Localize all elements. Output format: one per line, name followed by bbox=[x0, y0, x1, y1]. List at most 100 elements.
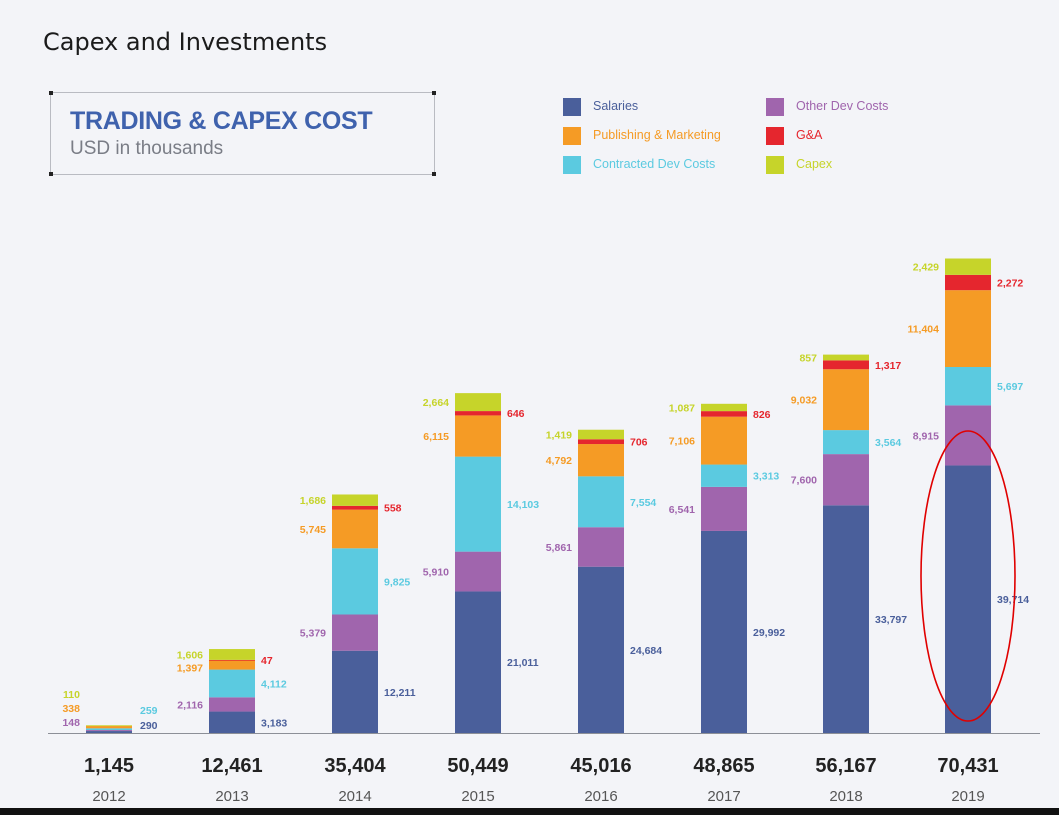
bar-segment-salaries-2014 bbox=[332, 650, 378, 733]
bar-segment-other-dev-costs-2018 bbox=[823, 454, 869, 506]
bar-label-publishing-marketing-2014: 5,745 bbox=[300, 524, 326, 536]
bar-segment-salaries-2012 bbox=[86, 731, 132, 733]
year-label-2014: 2014 bbox=[338, 788, 371, 805]
bar-segment-other-dev-costs-2013 bbox=[209, 697, 255, 712]
total-label-2015: 50,449 bbox=[447, 755, 508, 777]
bar-label-publishing-marketing-2012: 338 bbox=[62, 703, 80, 715]
bar-segment-salaries-2019 bbox=[945, 465, 991, 733]
bar-segment-contracted-dev-costs-2018 bbox=[823, 430, 869, 455]
bar-segment-other-dev-costs-2014 bbox=[332, 614, 378, 651]
bar-segment-publishing-marketing-2016 bbox=[578, 444, 624, 477]
legend-swatch-ga bbox=[766, 127, 784, 145]
total-label-2017: 48,865 bbox=[693, 755, 754, 777]
bar-label-salaries-2015: 21,011 bbox=[507, 657, 539, 669]
legend-label-other-dev-costs: Other Dev Costs bbox=[796, 99, 889, 113]
bar-label-other-dev-costs-2014: 5,379 bbox=[300, 628, 326, 640]
bar-label-ga-2015: 646 bbox=[507, 408, 525, 420]
bar-segment-publishing-marketing-2015 bbox=[455, 415, 501, 457]
bar-label-salaries-2013: 3,183 bbox=[261, 717, 287, 729]
legend-swatch-salaries bbox=[563, 98, 581, 116]
bar-label-publishing-marketing-2017: 7,106 bbox=[669, 436, 695, 448]
bar-label-capex-2019: 2,429 bbox=[913, 262, 939, 274]
total-label-2016: 45,016 bbox=[570, 755, 631, 777]
bar-segment-contracted-dev-costs-2012 bbox=[86, 728, 132, 731]
bar-segment-salaries-2015 bbox=[455, 591, 501, 733]
bar-label-capex-2014: 1,686 bbox=[300, 495, 326, 507]
legend-label-contracted-dev-costs: Contracted Dev Costs bbox=[593, 157, 716, 171]
bar-segment-salaries-2017 bbox=[701, 530, 747, 733]
bar-label-capex-2013: 1,606 bbox=[177, 649, 203, 661]
bar-segment-other-dev-costs-2017 bbox=[701, 486, 747, 531]
bar-segment-capex-2016 bbox=[578, 429, 624, 440]
bar-label-contracted-dev-costs-2017: 3,313 bbox=[753, 471, 779, 483]
bar-label-contracted-dev-costs-2016: 7,554 bbox=[630, 497, 656, 509]
year-label-2018: 2018 bbox=[829, 788, 862, 805]
page-heading: Capex and Investments bbox=[43, 28, 328, 56]
bar-label-capex-2018: 857 bbox=[799, 352, 817, 364]
year-label-2015: 2015 bbox=[461, 788, 494, 805]
bar-segment-ga-2015 bbox=[455, 411, 501, 416]
bar-label-contracted-dev-costs-2012: 259 bbox=[140, 705, 158, 717]
bar-label-ga-2018: 1,317 bbox=[875, 360, 901, 372]
bar-segment-other-dev-costs-2015 bbox=[455, 551, 501, 592]
legend-label-publishing-marketing: Publishing & Marketing bbox=[593, 128, 721, 142]
bar-label-salaries-2016: 24,684 bbox=[630, 645, 662, 657]
bar-label-salaries-2014: 12,211 bbox=[384, 687, 416, 699]
bar-segment-ga-2018 bbox=[823, 360, 869, 370]
corner-marker bbox=[49, 172, 53, 176]
legend-swatch-capex bbox=[766, 156, 784, 174]
bar-label-contracted-dev-costs-2018: 3,564 bbox=[875, 437, 901, 449]
bar-label-salaries-2019: 39,714 bbox=[997, 594, 1029, 606]
legend-label-salaries: Salaries bbox=[593, 99, 639, 113]
bar-label-publishing-marketing-2015: 6,115 bbox=[423, 431, 449, 443]
bar-label-salaries-2012: 290 bbox=[140, 720, 158, 732]
bar-segment-ga-2019 bbox=[945, 274, 991, 291]
bar-segment-publishing-marketing-2013 bbox=[209, 660, 255, 670]
corner-marker bbox=[432, 91, 436, 95]
legend-swatch-contracted-dev-costs bbox=[563, 156, 581, 174]
bar-label-other-dev-costs-2018: 7,600 bbox=[791, 475, 817, 487]
bar-segment-ga-2016 bbox=[578, 439, 624, 445]
bar-segment-ga-2014 bbox=[332, 505, 378, 510]
year-label-2017: 2017 bbox=[707, 788, 740, 805]
bar-label-other-dev-costs-2015: 5,910 bbox=[423, 567, 449, 579]
bar-segment-contracted-dev-costs-2016 bbox=[578, 476, 624, 528]
bar-label-capex-2015: 2,664 bbox=[423, 397, 449, 409]
bar-segment-ga-2013 bbox=[209, 659, 255, 661]
total-label-2019: 70,431 bbox=[937, 755, 998, 777]
bar-label-ga-2017: 826 bbox=[753, 409, 771, 421]
bar-label-salaries-2017: 29,992 bbox=[753, 627, 785, 639]
bar-label-contracted-dev-costs-2019: 5,697 bbox=[997, 381, 1023, 393]
total-label-2018: 56,167 bbox=[815, 755, 876, 777]
year-label-2012: 2012 bbox=[92, 788, 125, 805]
bar-label-contracted-dev-costs-2015: 14,103 bbox=[507, 499, 539, 511]
bar-segment-contracted-dev-costs-2019 bbox=[945, 367, 991, 406]
legend-label-capex: Capex bbox=[796, 157, 833, 171]
bar-label-contracted-dev-costs-2013: 4,112 bbox=[261, 678, 287, 690]
bar-label-salaries-2018: 33,797 bbox=[875, 614, 907, 626]
bar-segment-contracted-dev-costs-2015 bbox=[455, 456, 501, 552]
bar-segment-salaries-2018 bbox=[823, 505, 869, 733]
bar-label-ga-2014: 558 bbox=[384, 503, 402, 515]
legend-label-ga: G&A bbox=[796, 128, 823, 142]
total-label-2012: 1,145 bbox=[84, 755, 134, 777]
bar-segment-other-dev-costs-2012 bbox=[86, 730, 132, 732]
bar-label-capex-2017: 1,087 bbox=[669, 402, 695, 414]
bar-label-capex-2016: 1,419 bbox=[546, 430, 572, 442]
bar-segment-publishing-marketing-2012 bbox=[86, 726, 132, 729]
bar-segment-publishing-marketing-2014 bbox=[332, 509, 378, 549]
bar-segment-capex-2013 bbox=[209, 649, 255, 660]
bar-segment-contracted-dev-costs-2017 bbox=[701, 464, 747, 487]
bar-segment-capex-2015 bbox=[455, 393, 501, 412]
bar-segment-publishing-marketing-2019 bbox=[945, 290, 991, 368]
bar-segment-other-dev-costs-2019 bbox=[945, 405, 991, 466]
bar-label-capex-2012: 110 bbox=[63, 689, 80, 701]
bar-segment-salaries-2013 bbox=[209, 711, 255, 733]
year-label-2019: 2019 bbox=[951, 788, 984, 805]
bar-label-other-dev-costs-2017: 6,541 bbox=[669, 504, 695, 516]
bar-label-other-dev-costs-2016: 5,861 bbox=[546, 542, 572, 554]
bar-segment-capex-2019 bbox=[945, 258, 991, 275]
bar-label-other-dev-costs-2019: 8,915 bbox=[913, 430, 939, 442]
corner-marker bbox=[49, 91, 53, 95]
